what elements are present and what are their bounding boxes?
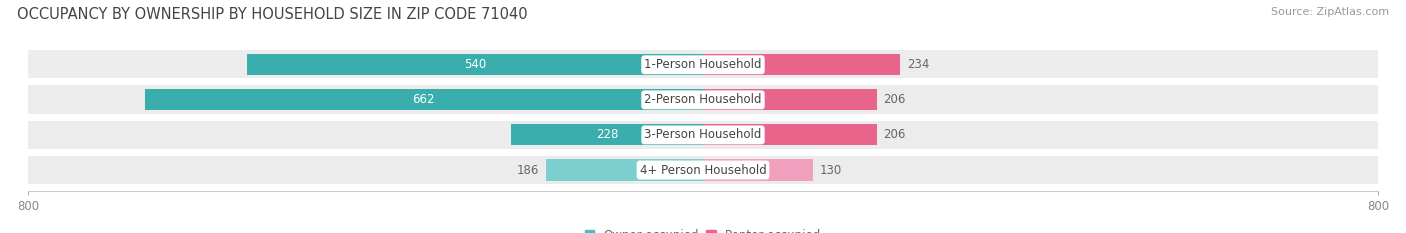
Text: 4+ Person Household: 4+ Person Household xyxy=(640,164,766,177)
Bar xyxy=(28,156,1378,184)
Bar xyxy=(28,120,1378,149)
Text: 3-Person Household: 3-Person Household xyxy=(644,128,762,141)
Text: 540: 540 xyxy=(464,58,486,71)
Bar xyxy=(703,89,877,110)
Text: 662: 662 xyxy=(412,93,434,106)
Bar xyxy=(247,54,703,75)
Bar xyxy=(703,124,877,145)
Legend: Owner-occupied, Renter-occupied: Owner-occupied, Renter-occupied xyxy=(585,229,821,233)
Text: 206: 206 xyxy=(883,128,905,141)
Text: 186: 186 xyxy=(517,164,540,177)
Text: 206: 206 xyxy=(883,93,905,106)
Bar xyxy=(145,89,703,110)
Text: 1-Person Household: 1-Person Household xyxy=(644,58,762,71)
Text: 130: 130 xyxy=(820,164,842,177)
Bar xyxy=(28,86,1378,114)
Bar xyxy=(510,124,703,145)
Text: OCCUPANCY BY OWNERSHIP BY HOUSEHOLD SIZE IN ZIP CODE 71040: OCCUPANCY BY OWNERSHIP BY HOUSEHOLD SIZE… xyxy=(17,7,527,22)
Text: Source: ZipAtlas.com: Source: ZipAtlas.com xyxy=(1271,7,1389,17)
Text: 234: 234 xyxy=(907,58,929,71)
Bar xyxy=(703,54,900,75)
Bar xyxy=(703,159,813,181)
Bar xyxy=(28,50,1378,79)
Text: 228: 228 xyxy=(596,128,619,141)
Bar xyxy=(546,159,703,181)
Text: 2-Person Household: 2-Person Household xyxy=(644,93,762,106)
